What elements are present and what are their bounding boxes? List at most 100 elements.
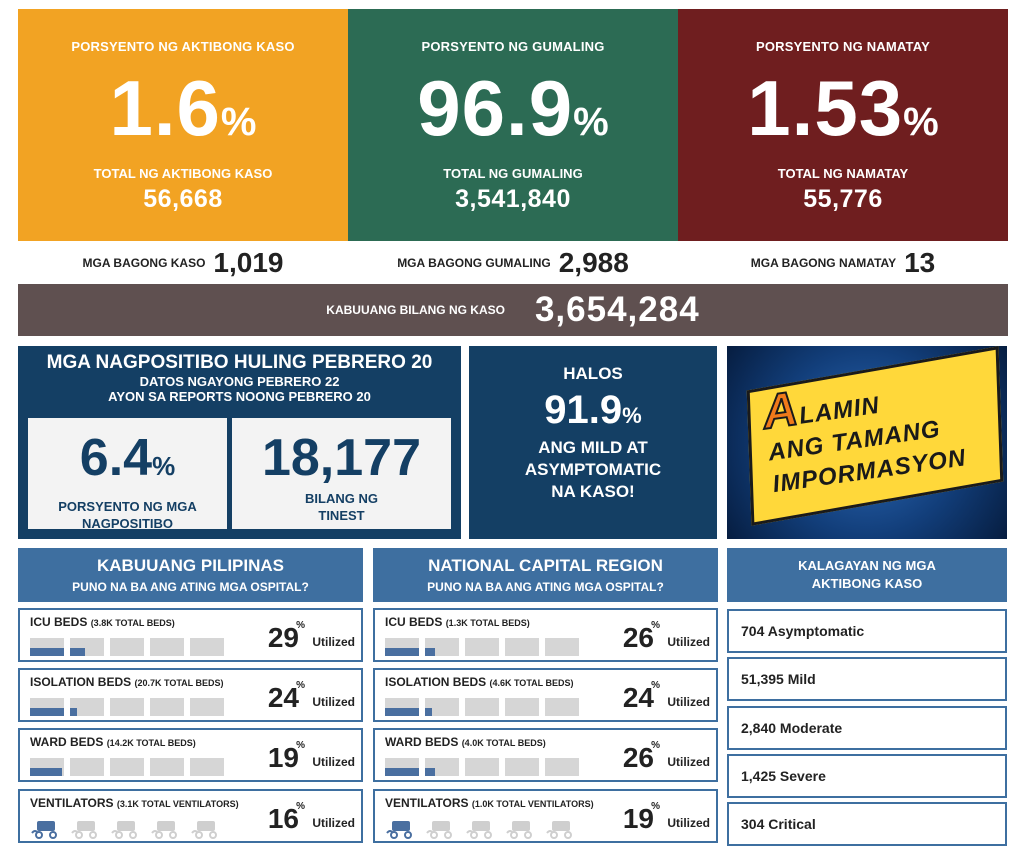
- utilized-label: Utilized: [312, 755, 355, 769]
- utilization-bar: [465, 758, 499, 776]
- positivity-sub2: AYON SA REPORTS NOONG PEBRERO 20: [108, 389, 371, 404]
- total-cases-label: KABUUANG BILANG NG KASO: [326, 303, 505, 317]
- utilization-bar: [110, 698, 144, 716]
- ph-subtitle: PUNO NA BA ANG ATING MGA OSPITAL?: [72, 580, 309, 594]
- utilization-bar: [465, 638, 499, 656]
- utilization-bar: [425, 638, 459, 656]
- utilization-bar: [385, 698, 419, 716]
- utilization-pct: 24: [622, 682, 654, 713]
- utilization-bar: [425, 698, 459, 716]
- ncr-subtitle: PUNO NA BA ANG ATING MGA OSPITAL?: [427, 580, 664, 594]
- active-pct-label: PORSYENTO NG AKTIBONG KASO: [71, 39, 295, 54]
- total-cases-bar: KABUUANG BILANG NG KASO 3,654,284: [18, 284, 1008, 336]
- bed-type-label: WARD BEDS (14.2K TOTAL BEDS): [30, 735, 196, 749]
- bed-type-label: ISOLATION BEDS (20.7K TOTAL BEDS): [30, 675, 224, 689]
- ventilator-icon: [545, 819, 579, 844]
- utilization-bar: [545, 698, 579, 716]
- utilized-label: Utilized: [667, 816, 710, 830]
- ph-row-1: ICU BEDS (3.8K TOTAL BEDS) 29% Utilized: [18, 608, 363, 662]
- bed-type-label: VENTILATORS (1.0K TOTAL VENTILATORS): [385, 796, 594, 810]
- recovered-pct-value: 96.9%: [417, 64, 609, 152]
- utilization-pct: 19: [267, 742, 299, 773]
- positivity-panel: MGA NAGPOSITIBO HULING PEBRERO 20 DATOS …: [18, 346, 461, 539]
- utilization-bars: [385, 638, 579, 656]
- ventilator-icons: [30, 819, 224, 844]
- tested-label: BILANG NG TINEST: [305, 491, 378, 523]
- ph-row-4: VENTILATORS (3.1K TOTAL VENTILATORS) 16% U…: [18, 789, 363, 843]
- bed-type-label: ICU BEDS (3.8K TOTAL BEDS): [30, 615, 175, 629]
- utilization-bar: [425, 758, 459, 776]
- active-total-label: TOTAL NG AKTIBONG KASO: [93, 166, 273, 181]
- active-pct-value: 1.6%: [109, 64, 257, 152]
- deaths-total-label: TOTAL NG NAMATAY: [777, 166, 909, 181]
- ventilator-icon: [30, 819, 64, 844]
- active-cases-card: PORSYENTO NG AKTIBONG KASO 1.6% TOTAL NG…: [18, 9, 348, 241]
- utilization-bar: [545, 758, 579, 776]
- ventilator-icon: [70, 819, 104, 844]
- kalagayan-header: KALAGAYAN NG MGA AKTIBONG KASO: [727, 548, 1007, 602]
- total-cases-value: 3,654,284: [534, 290, 700, 329]
- percent-sign: %: [651, 620, 660, 631]
- utilized-label: Utilized: [667, 635, 710, 649]
- ph-title: KABUUANG PILIPINAS: [96, 556, 284, 575]
- positivity-sub1: DATOS NGAYONG PEBRERO 22: [139, 374, 340, 389]
- utilization-bar: [150, 698, 184, 716]
- utilization-bar: [30, 758, 64, 776]
- kalagayan-item: 51,395 Mild: [727, 657, 1007, 701]
- ventilator-icon: [425, 819, 459, 844]
- kalagayan-item: 704 Asymptomatic: [727, 609, 1007, 653]
- mild-line1: HALOS: [563, 364, 623, 383]
- new-recovered-value: 2,988: [558, 247, 629, 278]
- utilization-bar: [150, 758, 184, 776]
- utilization-bar: [545, 638, 579, 656]
- deaths-total-value: 55,776: [803, 185, 883, 213]
- new-deaths: MGA BAGONG NAMATAY 13: [678, 246, 1008, 280]
- new-recovered: MGA BAGONG GUMALING 2,988: [348, 246, 678, 280]
- utilized-label: Utilized: [667, 755, 710, 769]
- ventilator-icon: [110, 819, 144, 844]
- utilization-bars: [30, 638, 224, 656]
- recovered-pct-label: PORSYENTO NG GUMALING: [421, 39, 605, 54]
- mild-panel: HALOS 91.9% ANG MILD AT ASYMPTOMATIC NA KA…: [469, 346, 717, 539]
- mild-text: ANG MILD AT ASYMPTOMATIC NA KASO!: [524, 438, 662, 501]
- utilization-bar: [70, 638, 104, 656]
- kalagayan-item: 304 Critical: [727, 802, 1007, 846]
- ncr-row-4: VENTILATORS (1.0K TOTAL VENTILATORS) 19% U…: [373, 789, 718, 843]
- ventilator-icon: [150, 819, 184, 844]
- deaths-card: PORSYENTO NG NAMATAY 1.53% TOTAL NG NAMA…: [678, 9, 1008, 241]
- positivity-rate-card: 6.4% PORSYENTO NG MGA NAGPOSITIBO: [28, 418, 227, 531]
- utilization-bar: [505, 698, 539, 716]
- ncr-row-1: ICU BEDS (1.3K TOTAL BEDS) 26% Utilized: [373, 608, 718, 662]
- positivity-rate-label: PORSYENTO NG MGA NAGPOSITIBO: [58, 499, 197, 531]
- percent-sign: %: [651, 801, 660, 812]
- utilization-bar: [385, 638, 419, 656]
- ventilator-icon: [465, 819, 499, 844]
- bed-type-label: ISOLATION BEDS (4.6K TOTAL BEDS): [385, 675, 574, 689]
- kalagayan-item: 1,425 Severe: [727, 754, 1007, 798]
- utilization-bar: [30, 638, 64, 656]
- new-deaths-value: 13: [904, 247, 936, 278]
- utilization-bar: [465, 698, 499, 716]
- bed-type-label: VENTILATORS (3.1K TOTAL VENTILATORS): [30, 796, 239, 810]
- utilization-bar: [70, 758, 104, 776]
- ph-section-header: KABUUANG PILIPINAS PUNO NA BA ANG ATING …: [18, 548, 363, 602]
- recovered-card: PORSYENTO NG GUMALING 96.9% TOTAL NG GUM…: [348, 9, 678, 241]
- ncr-section-header: NATIONAL CAPITAL REGION PUNO NA BA ANG A…: [373, 548, 718, 602]
- utilization-bars: [30, 758, 224, 776]
- utilized-label: Utilized: [312, 695, 355, 709]
- tested-card: 18,177 BILANG NG TINEST: [232, 418, 451, 529]
- positivity-rate-value: 6.4%: [79, 429, 176, 487]
- ncr-title: NATIONAL CAPITAL REGION: [428, 556, 663, 575]
- utilization-pct: 16: [267, 803, 299, 834]
- percent-sign: %: [651, 740, 660, 751]
- new-deaths-label: MGA BAGONG NAMATAY: [750, 256, 897, 270]
- kalagayan-title: KALAGAYAN NG MGA AKTIBONG KASO: [798, 558, 936, 591]
- percent-sign: %: [296, 740, 305, 751]
- utilization-pct: 19: [622, 803, 654, 834]
- new-cases-value: 1,019: [213, 247, 284, 278]
- utilization-bars: [30, 698, 224, 716]
- utilized-label: Utilized: [312, 816, 355, 830]
- percent-sign: %: [296, 680, 305, 691]
- ph-row-2: ISOLATION BEDS (20.7K TOTAL BEDS) 24% Util…: [18, 668, 363, 722]
- new-cases-label: MGA BAGONG KASO: [82, 256, 206, 270]
